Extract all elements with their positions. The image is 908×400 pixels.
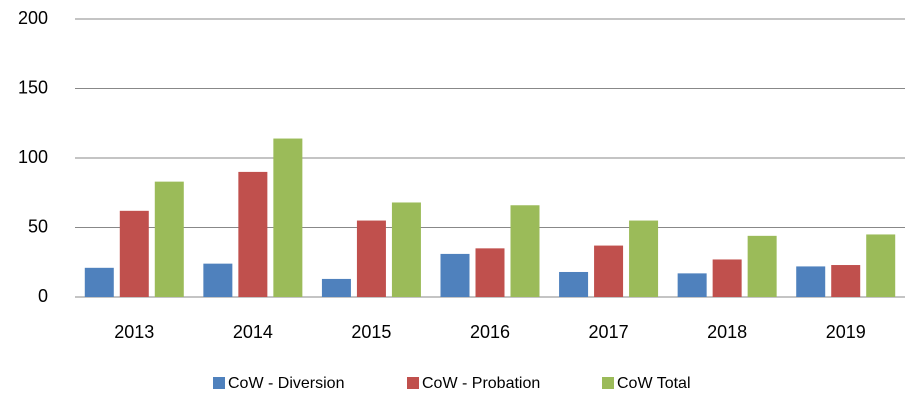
bar — [440, 253, 470, 297]
bar — [203, 263, 233, 297]
bar — [629, 220, 659, 297]
legend-swatch — [602, 377, 614, 389]
y-tick-label: 50 — [28, 216, 48, 236]
bar — [796, 266, 826, 297]
y-tick-label: 0 — [38, 286, 48, 306]
bar — [712, 259, 742, 297]
bar — [273, 138, 303, 297]
bar — [747, 235, 777, 297]
legend-label: CoW - Diversion — [228, 375, 344, 392]
legend-label: CoW - Probation — [422, 375, 540, 392]
bar — [154, 181, 184, 297]
x-tick-label: 2014 — [233, 322, 273, 342]
bar — [321, 278, 351, 297]
x-tick-label: 2019 — [826, 322, 866, 342]
x-tick-label: 2016 — [470, 322, 510, 342]
bar — [238, 171, 268, 297]
x-tick-label: 2018 — [707, 322, 747, 342]
bar — [559, 271, 589, 297]
bar — [510, 205, 540, 297]
legend-swatch — [407, 377, 419, 389]
bar — [356, 220, 386, 297]
y-tick-label: 200 — [18, 8, 48, 28]
y-tick-label: 150 — [18, 77, 48, 97]
x-tick-label: 2013 — [114, 322, 154, 342]
legend-swatch — [213, 377, 225, 389]
bar — [677, 273, 707, 297]
bar — [475, 248, 505, 297]
x-tick-label: 2017 — [589, 322, 629, 342]
bar — [594, 245, 624, 297]
bar — [866, 234, 896, 297]
y-tick-label: 100 — [18, 147, 48, 167]
legend-label: CoW Total — [617, 375, 691, 392]
bar — [84, 267, 114, 297]
bar — [391, 202, 421, 297]
bar — [119, 210, 149, 297]
x-tick-label: 2015 — [351, 322, 391, 342]
bar — [831, 265, 861, 297]
